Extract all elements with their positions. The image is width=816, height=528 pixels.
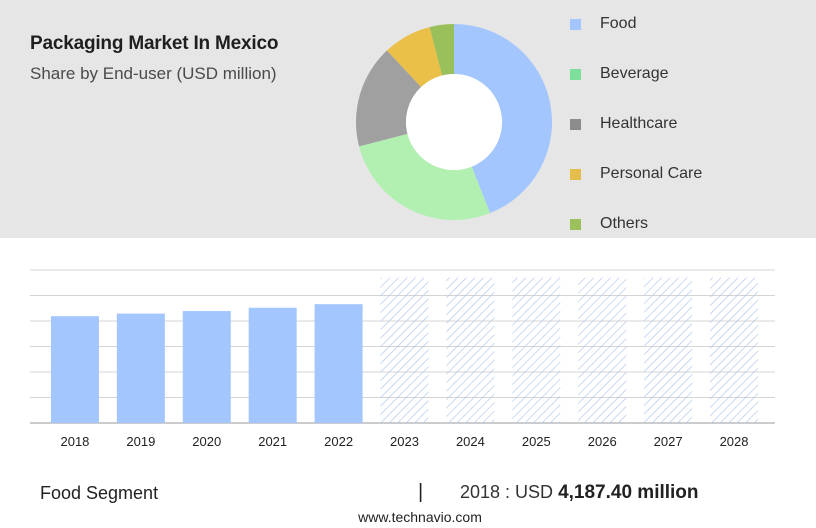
bar-chart: 2018 2019 2020 2021 2022 2023 2024 2025 2026 2027…: [30, 269, 775, 449]
x-tick-label-2023: 2023: [390, 434, 419, 449]
x-tick-label-2026: 2026: [588, 434, 617, 449]
footer-value: 2018 : USD 4,187.40 million: [460, 482, 699, 504]
legend-swatch-personal-care: [570, 168, 581, 180]
footer-separator: |: [418, 481, 424, 503]
bar-forecast-2028: [710, 277, 759, 423]
legend-label-food: Food: [600, 15, 637, 32]
x-tick-label-2018: 2018: [60, 434, 89, 449]
donut-chart: [356, 24, 552, 220]
footer-site: www.technavio.com: [358, 509, 482, 525]
legend-item-others: Others: [570, 212, 648, 236]
legend-item-healthcare: Healthcare: [570, 112, 677, 136]
donut-slice-beverage: [359, 133, 491, 220]
x-tick-label-2021: 2021: [258, 434, 287, 449]
footer-value-number: 4,187.40 million: [558, 482, 699, 503]
legend-label-beverage: Beverage: [600, 65, 669, 82]
x-tick-label-2019: 2019: [126, 434, 155, 449]
bar-forecast-2024: [446, 277, 495, 423]
legend-label-personal-care: Personal Care: [600, 165, 703, 182]
donut-slice-others: [429, 24, 454, 76]
footer-segment-label: Food Segment: [40, 483, 159, 503]
x-tick-label-2024: 2024: [456, 434, 485, 449]
donut-hole: [406, 74, 502, 170]
legend-swatch-beverage: [570, 68, 581, 80]
legend-label-healthcare: Healthcare: [600, 115, 678, 132]
legend-item-personal-care: Personal Care: [570, 162, 702, 186]
bar-forecast-2027: [644, 277, 693, 423]
bar-forecast-2026: [578, 277, 627, 423]
donut-slice-food: [454, 24, 552, 214]
bar-2018: [50, 316, 99, 423]
x-tick-label-2027: 2027: [654, 434, 683, 449]
bar-2019: [116, 313, 165, 423]
x-tick-label-2025: 2025: [522, 434, 551, 449]
legend-swatch-others: [570, 218, 581, 230]
bar-forecast-2025: [512, 277, 561, 423]
x-tick-label-2020: 2020: [192, 434, 221, 449]
bar-forecast-2023: [380, 277, 429, 423]
chart-title: Packaging Market In Mexico: [30, 33, 279, 54]
legend-swatch-food: [570, 18, 581, 30]
legend-label-others: Others: [600, 215, 649, 232]
bar-2022: [314, 304, 363, 423]
x-tick-label-2028: 2028: [720, 434, 749, 449]
legend-swatch-healthcare: [570, 118, 581, 130]
bar-2020: [182, 311, 231, 423]
footer-value-prefix: 2018 : USD: [460, 482, 559, 502]
legend-item-food: Food: [570, 12, 636, 36]
donut-panel: Packaging Market In Mexico Share by End-…: [0, 0, 816, 238]
donut-slice-healthcare: [356, 50, 422, 147]
donut-slice-personal-care: [386, 27, 443, 88]
x-tick-label-2022: 2022: [324, 434, 353, 449]
chart-subtitle: Share by End-user (USD million): [30, 64, 277, 83]
bar-2021: [248, 307, 297, 423]
legend-item-beverage: Beverage: [570, 62, 669, 86]
